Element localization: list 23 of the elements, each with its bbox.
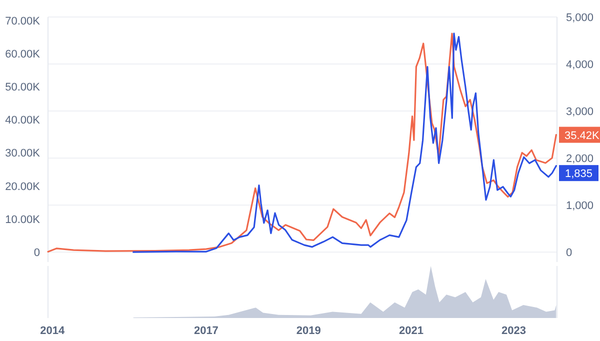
x-tick-label: 2014 bbox=[40, 325, 66, 337]
x-tick-label: 2017 bbox=[194, 325, 218, 337]
data-label: 35.42K bbox=[564, 130, 600, 142]
y-tick-label: 20.00K bbox=[5, 180, 41, 193]
y2-tick-label: 1,000 bbox=[566, 200, 594, 212]
y2-tick-label: 2,000 bbox=[566, 153, 594, 166]
y2-tick-label: 4,000 bbox=[566, 59, 594, 72]
y2-tick-label: 3,000 bbox=[566, 106, 594, 118]
y2-tick-label: 0 bbox=[566, 247, 572, 260]
x-tick-label: 2019 bbox=[296, 325, 321, 337]
x-tick-label: 2023 bbox=[502, 325, 526, 337]
y-tick-label: 50.00K bbox=[5, 82, 41, 94]
y-tick-label: 70.00K bbox=[5, 15, 41, 28]
y-tick-label: 0 bbox=[34, 247, 40, 260]
data-label: 1,835 bbox=[564, 168, 593, 180]
y2-tick-label: 5,000 bbox=[566, 12, 594, 24]
line-series bbox=[132, 32, 557, 253]
y-tick-label: 40.00K bbox=[5, 114, 41, 127]
y-tick-label: 10.00K bbox=[5, 214, 41, 226]
x-tick-label: 2021 bbox=[399, 325, 424, 337]
y-tick-label: 60.00K bbox=[5, 48, 41, 60]
y-tick-label: 30.00K bbox=[5, 148, 41, 160]
line-series bbox=[47, 32, 557, 253]
